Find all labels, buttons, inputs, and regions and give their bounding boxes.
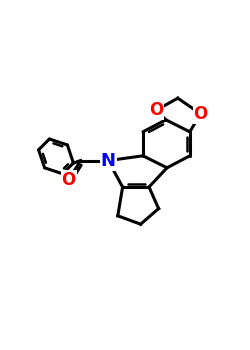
Text: O: O	[62, 171, 76, 189]
Text: O: O	[149, 101, 163, 119]
Text: O: O	[194, 105, 208, 123]
Text: N: N	[101, 152, 116, 170]
